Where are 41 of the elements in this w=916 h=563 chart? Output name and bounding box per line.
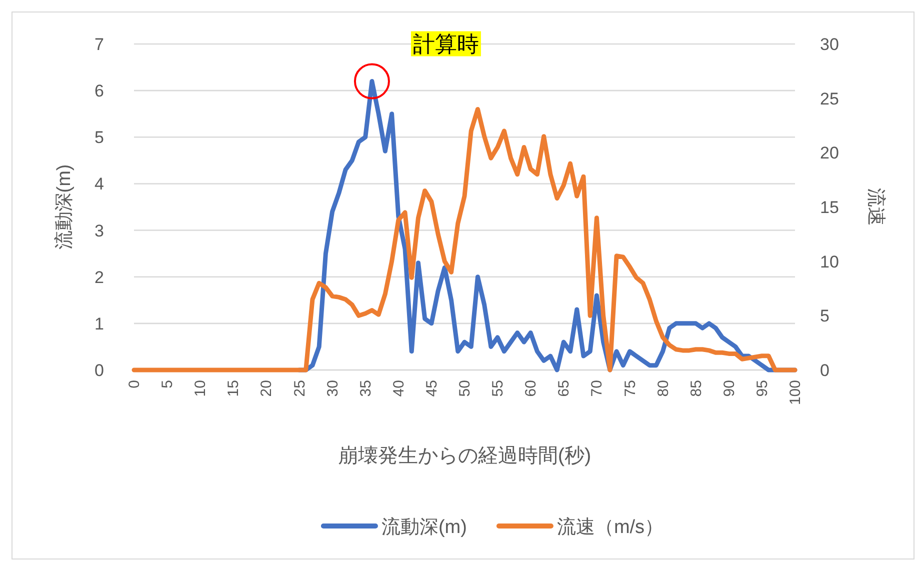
x-tick-label: 95 bbox=[754, 380, 771, 397]
legend-label: 流速（m/s） bbox=[556, 516, 664, 538]
y-tick-label: 1 bbox=[94, 314, 104, 334]
y-axis-title: 流動深(m) bbox=[53, 164, 75, 250]
x-tick-label: 20 bbox=[258, 380, 276, 397]
x-tick-label: 65 bbox=[556, 380, 573, 397]
x-tick-label: 80 bbox=[654, 380, 672, 397]
x-tick-label: 90 bbox=[720, 380, 738, 397]
x-tick-label: 25 bbox=[291, 380, 308, 397]
line-series bbox=[132, 106, 798, 372]
x-tick-label: 0 bbox=[126, 380, 143, 388]
x-tick-label: 100 bbox=[787, 380, 804, 406]
y2-tick-label: 20 bbox=[820, 144, 839, 163]
y2-tick-label: 5 bbox=[820, 306, 830, 326]
x-axis-title: 崩壊発生からの経過時間(秒) bbox=[338, 445, 592, 467]
x-tick-label: 50 bbox=[456, 380, 474, 397]
x-tick-label: 40 bbox=[390, 380, 408, 397]
y2-axis-title: 流速 bbox=[865, 188, 887, 226]
y-tick-label: 6 bbox=[94, 82, 104, 101]
y2-tick-label: 30 bbox=[820, 35, 839, 54]
y-tick-label: 5 bbox=[94, 128, 104, 148]
x-tick-label: 10 bbox=[192, 380, 210, 397]
y2-tick-label: 10 bbox=[820, 252, 839, 272]
x-tick-label: 45 bbox=[423, 380, 440, 397]
y-tick-label: 4 bbox=[94, 174, 104, 194]
annotation: 計算時 bbox=[412, 31, 479, 56]
x-tick-label: 15 bbox=[225, 380, 242, 397]
y2-tick-label: 15 bbox=[820, 198, 839, 217]
x-tick-label: 60 bbox=[522, 380, 540, 397]
x-tick-label: 30 bbox=[324, 380, 342, 397]
y2-tick-label: 25 bbox=[820, 89, 839, 108]
y-tick-label: 7 bbox=[94, 35, 104, 54]
x-tick-label: 70 bbox=[588, 380, 606, 397]
x-tick-label: 55 bbox=[490, 380, 507, 397]
x-tick-label: 85 bbox=[688, 380, 705, 397]
y-tick-label: 3 bbox=[94, 221, 104, 240]
x-tick-label: 75 bbox=[622, 380, 639, 397]
x-tick-label: 5 bbox=[159, 380, 176, 388]
x-tick-label: 35 bbox=[357, 380, 374, 397]
legend-label: 流動深(m) bbox=[381, 516, 467, 538]
y-tick-label: 2 bbox=[94, 268, 104, 287]
